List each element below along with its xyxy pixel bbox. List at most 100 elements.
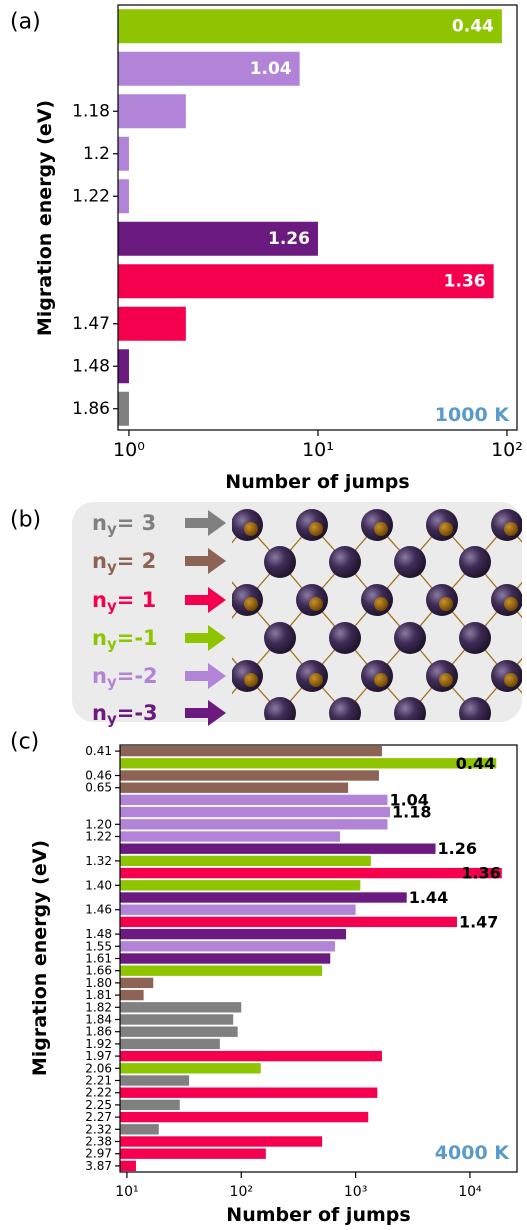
y-tick-label: 1.18 xyxy=(72,101,110,121)
bar xyxy=(120,941,335,951)
y-tick-label: 0.65 xyxy=(85,781,112,795)
label-rest: =-1 xyxy=(117,626,158,650)
panel-label: (b) xyxy=(10,508,41,533)
small-atom xyxy=(504,522,518,536)
bar xyxy=(120,1063,261,1073)
label-symbol: n xyxy=(92,701,107,725)
large-atom xyxy=(264,546,296,578)
y-tick-label: 1.22 xyxy=(85,830,112,844)
label-subscript: y xyxy=(107,673,117,691)
large-atom xyxy=(394,697,426,729)
label-subscript: y xyxy=(107,710,117,728)
bar-label: 1.04 xyxy=(250,59,292,79)
bar xyxy=(120,1161,136,1171)
bar xyxy=(120,856,371,866)
y-tick-label: 3.87 xyxy=(85,1159,112,1173)
annotation: 4000 K xyxy=(435,1142,510,1164)
bar xyxy=(120,783,348,793)
bar xyxy=(118,392,129,426)
large-atom xyxy=(329,697,361,729)
bar xyxy=(120,868,502,878)
label-rest: = 3 xyxy=(117,511,157,535)
bar xyxy=(120,844,436,854)
bar xyxy=(118,94,186,128)
panel-label: (a) xyxy=(10,10,41,35)
bar xyxy=(120,831,340,841)
y-tick-label: 1.32 xyxy=(85,854,112,868)
x-axis-label: Number of jumps xyxy=(226,1204,410,1226)
bar-label: 1.47 xyxy=(459,912,498,931)
bar-label: 1.36 xyxy=(444,271,486,291)
small-atom xyxy=(309,522,323,536)
bar xyxy=(118,137,129,171)
label-rest: =-3 xyxy=(117,701,158,725)
layer-label: ny=-3 xyxy=(92,701,158,728)
label-symbol: n xyxy=(92,626,107,650)
y-tick-label: 1.22 xyxy=(72,186,110,206)
layer-label: ny=-2 xyxy=(92,664,158,691)
figure: (a)10⁰10¹10²0.441.041.181.21.221.261.361… xyxy=(0,0,527,1230)
large-atom xyxy=(329,622,361,654)
y-axis-label: Migration energy (eV) xyxy=(29,840,51,1076)
layer-label: ny= 3 xyxy=(92,511,156,538)
large-atom xyxy=(459,622,491,654)
bar xyxy=(120,1002,241,1012)
bar xyxy=(120,1124,159,1134)
small-atom xyxy=(504,673,518,687)
bar xyxy=(120,953,330,963)
diagram-background xyxy=(72,502,522,722)
bar xyxy=(120,905,356,915)
bar xyxy=(120,892,407,902)
x-tick-label: 10⁴ xyxy=(458,1184,482,1200)
small-atom xyxy=(244,673,258,687)
bar xyxy=(118,307,186,341)
label-symbol: n xyxy=(92,664,107,688)
label-subscript: y xyxy=(107,558,117,576)
small-atom xyxy=(439,673,453,687)
bar-label: 0.44 xyxy=(456,754,495,773)
panel-label: (c) xyxy=(10,730,39,755)
bar xyxy=(120,978,153,988)
bar-label: 1.44 xyxy=(409,888,448,907)
bar xyxy=(120,1088,377,1098)
bar xyxy=(120,795,387,805)
x-tick-label: 10² xyxy=(230,1184,253,1200)
bar xyxy=(120,819,387,829)
bar xyxy=(120,1100,180,1110)
bar xyxy=(120,1112,368,1122)
label-subscript: y xyxy=(107,597,117,615)
small-atom xyxy=(504,597,518,611)
y-tick-label: 1.2 xyxy=(83,144,110,164)
bar-label: 0.44 xyxy=(452,16,494,36)
small-atom xyxy=(374,673,388,687)
page: (a)10⁰10¹10²0.441.041.181.21.221.261.361… xyxy=(0,0,527,1230)
small-atom xyxy=(244,522,258,536)
bar xyxy=(120,966,322,976)
y-tick-label: 1.48 xyxy=(72,356,110,376)
y-tick-label: 1.47 xyxy=(72,314,110,334)
large-atom xyxy=(264,697,296,729)
y-tick-label: 0.41 xyxy=(85,744,112,758)
small-atom xyxy=(374,522,388,536)
layer-label: ny=-1 xyxy=(92,626,158,653)
x-tick-label: 10³ xyxy=(344,1184,367,1200)
bar xyxy=(120,1027,238,1037)
bar xyxy=(120,770,379,780)
large-atom xyxy=(394,546,426,578)
bar xyxy=(118,264,494,298)
bar xyxy=(120,1014,233,1024)
label-symbol: n xyxy=(92,511,107,535)
label-rest: =-2 xyxy=(117,664,158,688)
large-atom xyxy=(264,622,296,654)
large-atom xyxy=(459,697,491,729)
small-atom xyxy=(244,597,258,611)
large-atom xyxy=(394,622,426,654)
label-subscript: y xyxy=(107,635,117,653)
small-atom xyxy=(374,597,388,611)
bar xyxy=(118,349,129,383)
y-tick-label: 1.46 xyxy=(85,903,112,917)
bar-label: 1.26 xyxy=(438,839,477,858)
x-axis-label: Number of jumps xyxy=(225,471,409,493)
bar xyxy=(120,880,360,890)
large-atom xyxy=(459,546,491,578)
